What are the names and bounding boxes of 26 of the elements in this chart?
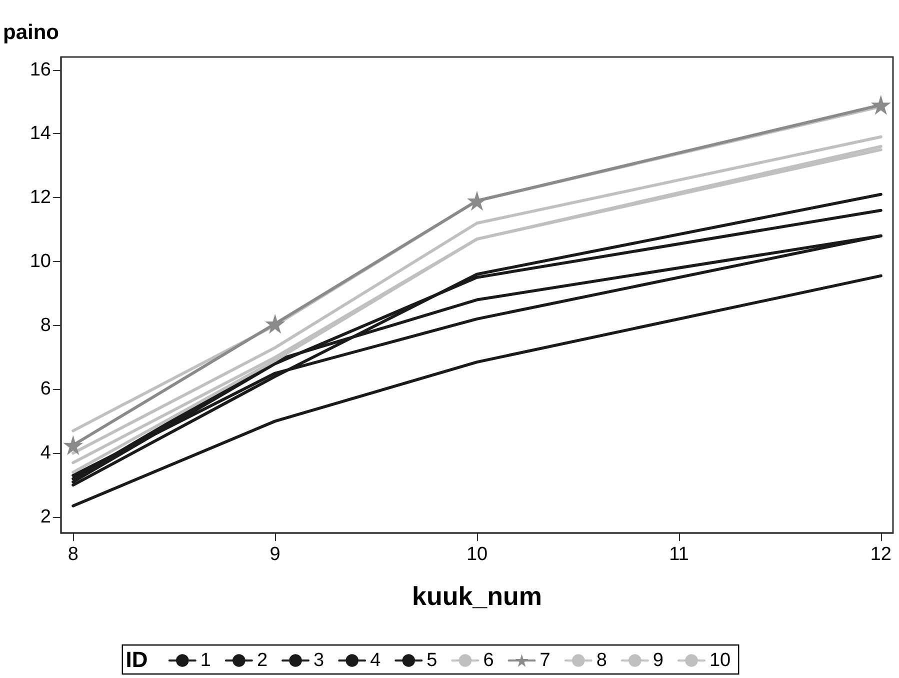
x-tick-label: 11 (669, 544, 689, 565)
y-tick-label: 14 (30, 123, 52, 144)
y-tick-label: 12 (30, 187, 51, 208)
legend-label: 5 (426, 650, 438, 671)
legend-label: 8 (596, 650, 607, 671)
x-axis-title: kuuk_num (412, 581, 542, 611)
legend-label: 10 (709, 650, 731, 671)
x-tick-label: 8 (68, 544, 78, 565)
legend-label: 3 (314, 650, 324, 671)
y-tick-label: 8 (40, 314, 51, 336)
y-tick-label: 6 (40, 378, 51, 400)
legend-label: 4 (370, 650, 382, 671)
x-tick-label: 12 (870, 544, 892, 565)
legend-label: 9 (652, 650, 664, 671)
y-tick-label: 16 (30, 59, 51, 80)
y-axis-title: paino (3, 21, 59, 44)
legend-label: 2 (256, 650, 268, 671)
x-tick-label: 9 (270, 544, 280, 565)
y-tick-label: 2 (40, 506, 51, 528)
legend-label: 1 (200, 650, 211, 671)
legend-label: 6 (483, 650, 494, 671)
legend-title: ID (126, 646, 148, 672)
y-tick-label: 4 (40, 442, 52, 464)
x-tick-label: 10 (466, 544, 488, 565)
y-tick-label: 10 (30, 250, 51, 272)
legend-label: 7 (540, 650, 550, 671)
